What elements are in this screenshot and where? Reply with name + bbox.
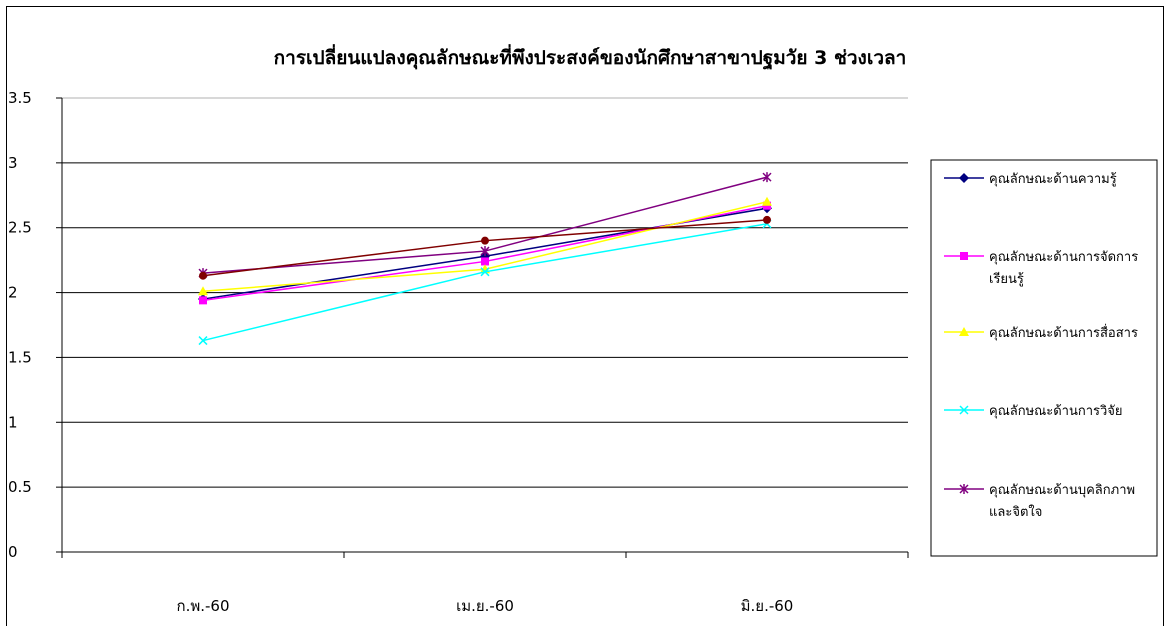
legend: คุณลักษณะด้านความรู้คุณลักษณะด้านการจัดก… (930, 159, 1158, 557)
data-point (481, 257, 489, 266)
y-tick-label: 2 (8, 284, 18, 302)
data-point (480, 246, 490, 257)
x-tick-label: เม.ย.-60 (456, 597, 514, 615)
data-point (762, 172, 772, 183)
data-point (762, 196, 772, 206)
legend-label: คุณลักษณะด้านการจัดการ (989, 250, 1138, 265)
data-point (763, 215, 771, 224)
chart-title: การเปลี่ยนแปลงคุณลักษณะที่พึงประสงค์ของน… (274, 44, 907, 71)
y-tick-label: 0.5 (8, 478, 32, 496)
legend-label: คุณลักษณะด้านบุคลิกภาพ (989, 483, 1135, 498)
legend-label: คุณลักษณะด้านการวิจัย (989, 404, 1123, 419)
y-tick-label: 2.5 (8, 219, 32, 237)
y-tick-label: 3 (8, 154, 18, 172)
y-tick-label: 0 (8, 543, 18, 561)
legend-swatch-marker (960, 252, 968, 260)
data-point (198, 286, 208, 296)
x-tick-label: มิ.ย.-60 (741, 597, 794, 615)
legend-swatch-marker (959, 327, 969, 336)
axes: 0 0.5 1 1.5 2 2.5 3 3.5 ก.พ.-60 เม.ย.-60 มิ.ย.-60 (8, 89, 909, 615)
legend-entry: คุณลักษณะด้านการสื่อสาร (944, 324, 1138, 341)
series-5 (198, 172, 772, 279)
data-point (481, 236, 489, 245)
legend-entry: คุณลักษณะด้านการวิจัย (944, 404, 1123, 419)
legend-label: คุณลักษณะด้านความรู้ (989, 172, 1117, 187)
legend-label: คุณลักษณะด้านการสื่อสาร (989, 324, 1138, 341)
legend-entry: คุณลักษณะด้านความรู้ (944, 172, 1117, 187)
y-tick-label: 1 (8, 413, 18, 431)
y-tick-label: 3.5 (8, 89, 32, 107)
series-6 (199, 215, 771, 280)
grid (62, 97, 908, 488)
x-tick-label: ก.พ.-60 (176, 597, 229, 615)
data-point (199, 296, 207, 305)
legend-swatch-marker (959, 484, 969, 494)
legend-swatch-marker (959, 405, 969, 415)
legend-label: เรียนรู้ (989, 271, 1024, 287)
data-point (199, 271, 207, 280)
data-point (198, 336, 208, 346)
legend-label: และจิตใจ (989, 504, 1042, 520)
legend-swatch-marker (959, 173, 969, 183)
series-group (198, 172, 772, 346)
legend-box (930, 159, 1158, 557)
chart-frame (6, 6, 1164, 626)
data-point (480, 267, 490, 277)
series-3 (198, 196, 772, 296)
y-tick-label: 1.5 (8, 348, 32, 366)
